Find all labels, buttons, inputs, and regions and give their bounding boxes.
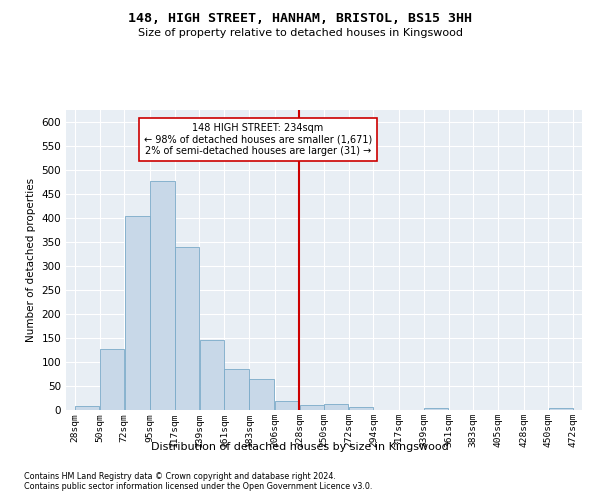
- Bar: [249, 379, 274, 410]
- Bar: [224, 369, 248, 410]
- Bar: [75, 406, 100, 410]
- Bar: [125, 216, 150, 410]
- Bar: [299, 405, 324, 410]
- Text: Contains HM Land Registry data © Crown copyright and database right 2024.: Contains HM Land Registry data © Crown c…: [24, 472, 336, 481]
- Bar: [424, 408, 448, 410]
- Bar: [151, 181, 175, 410]
- Bar: [324, 404, 349, 410]
- Bar: [175, 247, 199, 410]
- Bar: [548, 408, 573, 410]
- Text: 148, HIGH STREET, HANHAM, BRISTOL, BS15 3HH: 148, HIGH STREET, HANHAM, BRISTOL, BS15 …: [128, 12, 472, 26]
- Bar: [200, 340, 224, 410]
- Text: Size of property relative to detached houses in Kingswood: Size of property relative to detached ho…: [137, 28, 463, 38]
- Text: Contains public sector information licensed under the Open Government Licence v3: Contains public sector information licen…: [24, 482, 373, 491]
- Bar: [275, 402, 299, 410]
- Bar: [100, 348, 124, 410]
- Bar: [349, 407, 373, 410]
- Text: Distribution of detached houses by size in Kingswood: Distribution of detached houses by size …: [151, 442, 449, 452]
- Y-axis label: Number of detached properties: Number of detached properties: [26, 178, 36, 342]
- Text: 148 HIGH STREET: 234sqm
← 98% of detached houses are smaller (1,671)
2% of semi-: 148 HIGH STREET: 234sqm ← 98% of detache…: [143, 123, 372, 156]
